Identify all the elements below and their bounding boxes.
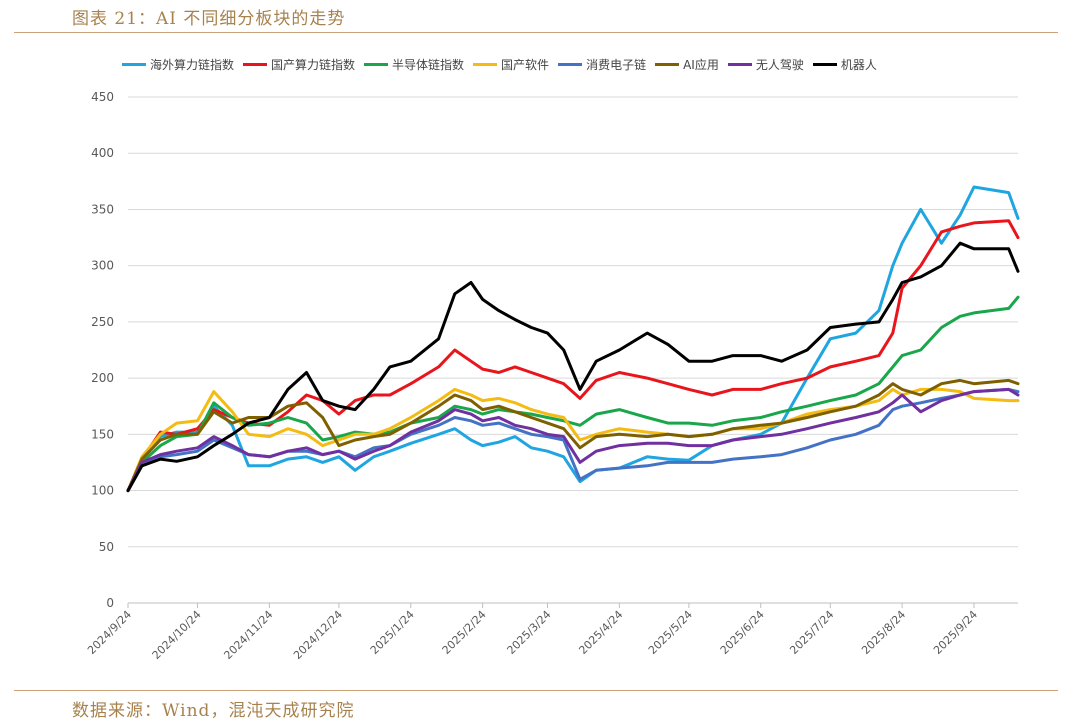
series-line-2	[126, 295, 1020, 493]
y-tick-label: 200	[91, 371, 114, 385]
series-line-6	[126, 387, 1020, 493]
y-tick-label: 100	[91, 484, 114, 498]
legend-swatch	[122, 63, 146, 66]
legend-item-4: 消费电子链	[558, 56, 646, 73]
legend-swatch	[655, 63, 680, 66]
legend-label: 机器人	[840, 58, 877, 72]
y-tick-label: 150	[91, 427, 114, 441]
series-line-0	[126, 185, 1020, 493]
series-line-3	[126, 387, 1020, 493]
legend-swatch	[364, 63, 389, 66]
x-tick-label: 2025/5/24	[646, 608, 695, 657]
legend-swatch	[558, 63, 583, 66]
legend-swatch	[243, 63, 268, 66]
legend-label: 国产软件	[501, 58, 550, 72]
legend-label: 无人驾驶	[755, 58, 804, 72]
y-tick-label: 350	[91, 202, 114, 216]
line-chart: 0 50 100 150 200 250 300 350 400 450 2024/9/24 2024…	[85, 90, 1020, 662]
x-tick-label: 2025/9/24	[931, 608, 980, 657]
figure-title: 图表 21：AI 不同细分板块的走势	[72, 9, 346, 29]
x-tick-label: 2024/10/24	[150, 608, 204, 662]
y-tick-label: 250	[91, 315, 114, 329]
chart-legend: 海外算力链指数 国产算力链指数 半导体链指数 国产软件 消费电子链 AI应用 无人驾驶 机器人	[122, 56, 886, 73]
legend-label: 国产算力链指数	[271, 58, 356, 72]
x-tick-label: 2025/7/24	[787, 608, 836, 657]
x-tick-label: 2025/8/24	[859, 608, 908, 657]
x-tick-label: 2024/11/24	[221, 608, 275, 662]
legend-label: 海外算力链指数	[150, 58, 235, 72]
legend-item-3: 国产软件	[473, 56, 549, 73]
y-tick-label: 450	[91, 90, 114, 104]
legend-label: AI应用	[683, 58, 719, 72]
y-tick-label: 300	[91, 259, 114, 273]
x-tick-label: 2025/4/24	[576, 608, 625, 657]
legend-label: 消费电子链	[586, 58, 647, 72]
legend-item-5: AI应用	[655, 56, 719, 73]
legend-swatch	[727, 63, 752, 66]
y-tick-label: 400	[91, 146, 114, 160]
legend-swatch	[812, 63, 837, 66]
series-line-7	[126, 241, 1020, 493]
legend-label: 半导体链指数	[392, 58, 465, 72]
y-tick-label: 0	[106, 596, 114, 610]
x-tick-label: 2025/1/24	[368, 608, 417, 657]
x-tick-label: 2024/9/24	[85, 608, 134, 657]
legend-item-1: 国产算力链指数	[243, 56, 355, 73]
legend-item-7: 机器人	[812, 56, 877, 73]
legend-item-6: 无人驾驶	[727, 56, 804, 73]
legend-item-2: 半导体链指数	[364, 56, 464, 73]
source-note: 数据来源：Wind，混沌天成研究院	[72, 701, 355, 721]
x-tick-label: 2025/6/24	[718, 608, 767, 657]
x-tick-label: 2024/12/24	[291, 608, 345, 662]
legend-swatch	[473, 63, 498, 66]
y-tick-label: 50	[99, 540, 114, 554]
x-tick-label: 2025/3/24	[505, 608, 554, 657]
footer-rule	[14, 690, 1058, 691]
header-rule	[14, 32, 1058, 33]
x-tick-label: 2025/2/24	[440, 608, 489, 657]
legend-item-0: 海外算力链指数	[122, 56, 234, 73]
